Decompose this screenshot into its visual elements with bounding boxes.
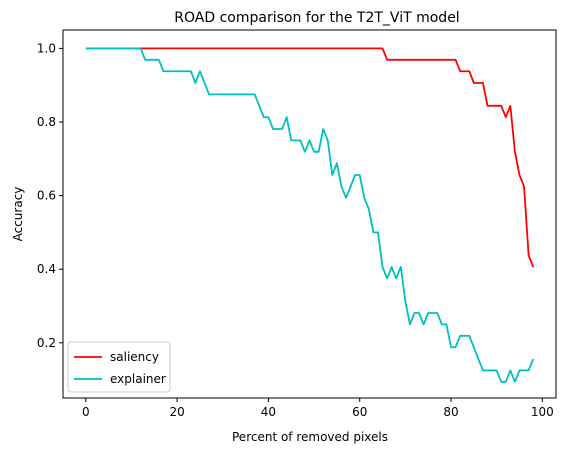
x-axis: 0 20 40 60 80 100 (82, 398, 554, 419)
x-tick-label: 80 (443, 405, 458, 419)
y-tick-label: 0.2 (37, 336, 56, 350)
plot-frame (62, 29, 557, 399)
series-line-explainer (85, 47, 535, 383)
plot-area (85, 47, 535, 383)
y-tick-label: 0.6 (37, 189, 56, 203)
legend-label-saliency: saliency (110, 350, 159, 364)
x-tick-label: 20 (169, 405, 184, 419)
x-tick-label: 100 (531, 405, 554, 419)
y-tick-label: 0.8 (37, 115, 56, 129)
x-tick-label: 60 (352, 405, 367, 419)
y-tick-label: 1.0 (37, 41, 56, 55)
series-line-saliency (85, 47, 535, 268)
y-axis: 0.2 0.4 0.6 0.8 1.0 (37, 41, 63, 350)
x-tick-label: 40 (261, 405, 276, 419)
chart-title: ROAD comparison for the T2T_ViT model (174, 10, 459, 26)
legend-label-explainer: explainer (110, 372, 166, 386)
y-axis-label: Accuracy (11, 187, 25, 242)
x-axis-label: Percent of removed pixels (232, 430, 388, 444)
legend: saliency explainer (67, 341, 171, 393)
y-tick-label: 0.4 (37, 262, 56, 276)
x-tick-label: 0 (82, 405, 90, 419)
